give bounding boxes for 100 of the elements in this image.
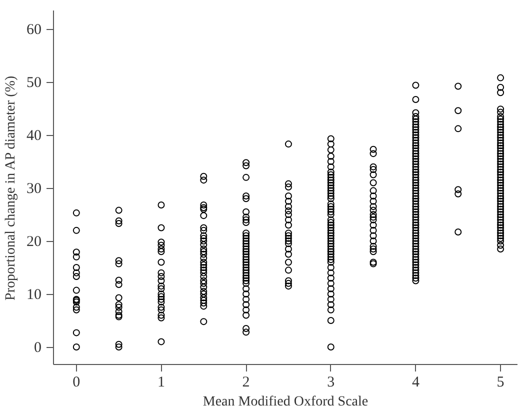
point — [327, 290, 334, 298]
point — [454, 190, 462, 198]
point — [284, 203, 292, 210]
y-tick-label: 20 — [26, 234, 42, 250]
point — [327, 274, 334, 282]
point — [327, 179, 334, 186]
point — [115, 280, 122, 288]
point — [200, 280, 208, 287]
point — [327, 253, 334, 260]
point — [497, 120, 504, 128]
point — [200, 224, 208, 232]
point — [242, 290, 250, 298]
point — [242, 250, 250, 258]
point — [242, 234, 250, 242]
point — [497, 84, 504, 91]
point — [327, 258, 334, 266]
point — [115, 308, 122, 315]
point — [497, 118, 504, 126]
point — [497, 134, 504, 142]
point — [242, 208, 250, 216]
point — [327, 203, 334, 210]
point — [497, 89, 504, 96]
point — [370, 150, 377, 158]
point — [158, 248, 165, 256]
point — [327, 280, 334, 287]
point — [158, 242, 165, 249]
point — [370, 146, 377, 153]
point — [200, 269, 208, 276]
point — [327, 168, 334, 176]
point — [454, 228, 462, 236]
point — [497, 106, 504, 113]
point — [115, 220, 122, 228]
point — [200, 248, 208, 256]
point — [327, 317, 334, 324]
point — [200, 288, 208, 295]
point — [497, 230, 504, 237]
point — [497, 136, 504, 144]
point — [72, 264, 80, 272]
y-tick-label: 10 — [26, 287, 42, 304]
point — [242, 261, 250, 268]
point — [242, 280, 250, 287]
point — [200, 245, 208, 252]
point — [242, 277, 250, 284]
point — [242, 216, 250, 224]
point — [327, 224, 334, 232]
x-tick-label: 2 — [242, 374, 250, 390]
point — [497, 214, 504, 221]
point — [497, 150, 504, 158]
point — [158, 338, 165, 346]
point — [200, 264, 208, 272]
point — [327, 195, 334, 202]
point — [72, 269, 80, 276]
point — [115, 260, 122, 268]
point — [497, 108, 504, 116]
point — [327, 171, 334, 178]
point — [158, 273, 165, 280]
point — [284, 230, 292, 237]
point — [327, 238, 334, 245]
point — [242, 174, 250, 181]
point — [327, 269, 334, 276]
point — [284, 277, 292, 284]
point — [242, 240, 250, 248]
point — [327, 192, 334, 200]
point — [497, 74, 504, 82]
point — [158, 306, 165, 314]
point — [497, 147, 504, 154]
point — [370, 171, 377, 178]
point — [327, 256, 334, 264]
point — [158, 238, 165, 246]
point — [242, 248, 250, 256]
point — [242, 242, 250, 250]
point — [497, 158, 504, 166]
point — [158, 312, 165, 319]
point — [72, 248, 80, 256]
point — [158, 290, 165, 298]
point — [200, 258, 208, 266]
point — [158, 282, 165, 290]
point — [284, 216, 292, 224]
point — [72, 306, 80, 314]
point — [200, 232, 208, 240]
point — [327, 216, 334, 224]
point — [242, 272, 250, 279]
point — [327, 222, 334, 229]
y-tick-label: 40 — [26, 128, 42, 144]
point — [200, 290, 208, 298]
point — [497, 166, 504, 173]
point — [200, 302, 208, 310]
point — [327, 248, 334, 256]
point — [327, 285, 334, 292]
point — [72, 273, 80, 280]
point — [497, 116, 504, 123]
point — [370, 166, 377, 173]
point — [115, 294, 122, 302]
point — [370, 214, 377, 221]
point — [370, 238, 377, 245]
point — [497, 142, 504, 150]
point — [327, 250, 334, 258]
point — [158, 298, 165, 306]
point — [327, 176, 334, 184]
x-tick-label: 5 — [496, 374, 504, 390]
